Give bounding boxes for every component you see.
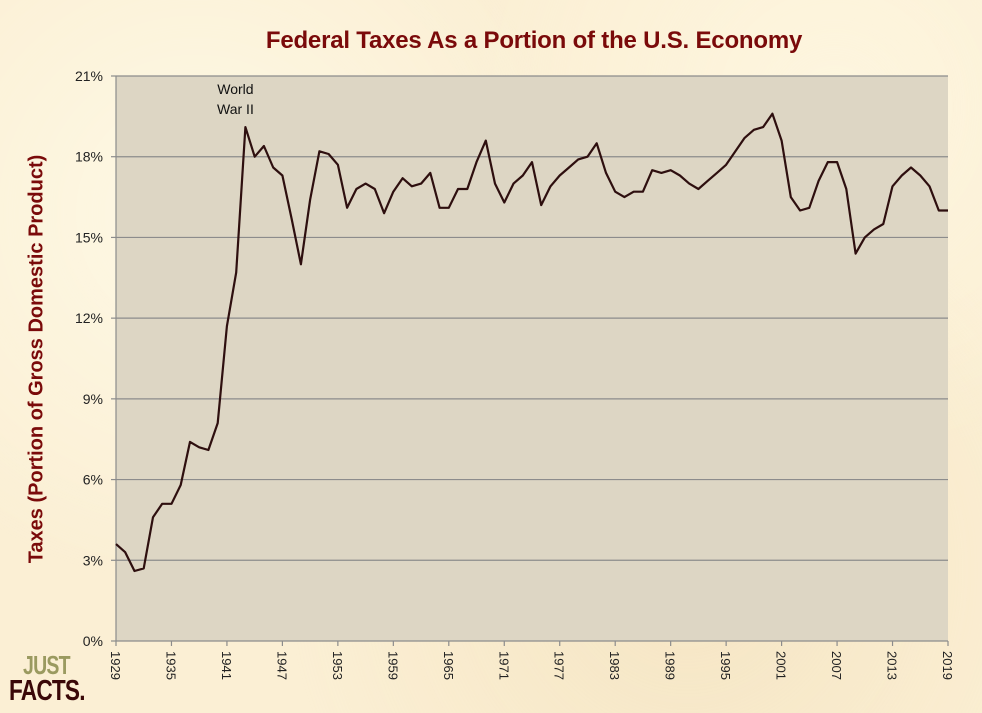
y-tick-label: 6% [83, 472, 103, 488]
x-tick-label: 1935 [163, 651, 178, 680]
series-group [115, 112, 949, 573]
just-facts-logo: JUST FACTS. [9, 652, 89, 708]
y-tick-label: 12% [75, 310, 103, 326]
chart-title: Federal Taxes As a Portion of the U.S. E… [265, 27, 803, 54]
x-tick-label: 1977 [552, 651, 567, 680]
annotation-text: War II [217, 101, 254, 117]
y-axis-ticks: 0% 3% 6% 9% 12% 15% 18% 21% [75, 68, 116, 649]
logo-just: JUST [23, 650, 71, 680]
y-tick-label: 18% [75, 149, 103, 165]
x-axis-ticks: 1929 1935 1941 1947 1953 1959 1965 1971 1977 1983… [108, 641, 955, 680]
x-tick-label: 1995 [718, 651, 733, 680]
y-tick-label: 9% [83, 391, 103, 407]
y-tick-label: 15% [75, 229, 103, 245]
gridlines [116, 75, 948, 561]
logo-facts: FACTS. [9, 675, 86, 707]
x-tick-label: 1959 [385, 651, 400, 680]
y-tick-label: 3% [83, 552, 103, 568]
x-tick-label: 1971 [496, 651, 511, 680]
annotation-text: World [217, 81, 253, 97]
x-tick-label: 2019 [940, 651, 955, 680]
x-tick-label: 1947 [274, 651, 289, 680]
x-tick-label: 2007 [829, 651, 844, 680]
x-tick-label: 1929 [108, 651, 123, 680]
x-tick-label: 1989 [663, 651, 678, 680]
y-tick-label: 21% [75, 68, 103, 84]
plot-area [116, 76, 948, 641]
y-tick-label: 0% [83, 633, 103, 649]
x-tick-label: 1941 [219, 651, 234, 680]
x-tick-label: 1965 [441, 651, 456, 680]
x-tick-label: 1953 [330, 651, 345, 680]
annotations: World War II [217, 81, 254, 117]
x-tick-label: 2001 [774, 651, 789, 680]
x-tick-label: 1983 [607, 651, 622, 680]
x-tick-label: 2013 [885, 651, 900, 680]
